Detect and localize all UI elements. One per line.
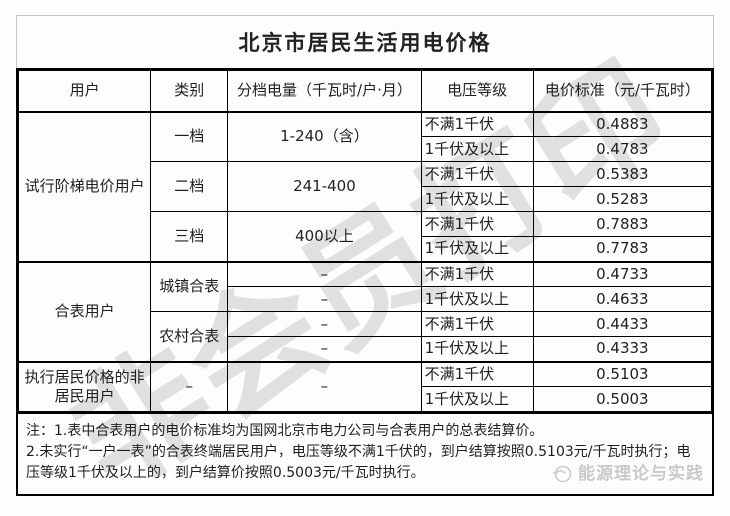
table-row: 农村合表 – 不满1千伏 0.4433 — [19, 311, 713, 362]
voltage-cell: 不满1千伏 — [420, 211, 534, 237]
user-cell: 执行居民价格的非居民用户 — [17, 360, 152, 412]
brand-logo-icon — [551, 464, 573, 484]
note-line: 2.未实行“一户一表”的合表终端居民用户，电压等级不满1千伏的，到户结算按照0.… — [26, 444, 691, 481]
quantity-cell: 241-400 — [227, 161, 422, 212]
table-row: 1千伏及以上 0.4783 — [19, 136, 713, 162]
quantity-cell: – — [227, 260, 422, 287]
price-cell: 0.5003 — [532, 386, 713, 412]
voltage-cell: 不满1千伏 — [420, 311, 534, 337]
voltage-cell: 不满1千伏 — [420, 161, 534, 187]
table-row: 二档 241-400 不满1千伏 0.5383 — [19, 161, 713, 212]
table-row: 1千伏及以上 0.5283 — [19, 186, 713, 212]
price-cell: 0.7883 — [532, 211, 713, 237]
quantity-cell: – — [227, 311, 422, 337]
price-cell: 0.5283 — [532, 186, 713, 212]
user-cell: 试行阶梯电价用户 — [17, 111, 152, 262]
quantity-cell: – — [227, 360, 422, 412]
voltage-cell: 1千伏及以上 — [420, 236, 534, 262]
voltage-cell: 1千伏及以上 — [420, 136, 534, 162]
brand-name: 能源理论与实践 — [578, 463, 704, 484]
price-cell: 0.4733 — [532, 260, 713, 287]
quantity-cell: 400以上 — [227, 211, 422, 262]
category-cell: 三档 — [150, 211, 229, 262]
voltage-cell: 1千伏及以上 — [420, 386, 534, 412]
price-cell: 0.4633 — [532, 286, 713, 312]
header-user: 用户 — [17, 70, 152, 113]
table-row: 试行阶梯电价用户 一档 1-240（含） 不满1千伏 0.4883 — [17, 111, 713, 262]
price-table-container: 用户 类别 分档电量（千瓦时/户·月） 电压等级 电价标准（元/千瓦时） 试行阶… — [16, 68, 714, 496]
page-title: 北京市居民生活用电价格 — [238, 31, 492, 55]
notes: 注：1.表中合表用户的电价标准均为国网北京市电力公司与合表用户的总表结算价。 2… — [18, 412, 712, 494]
price-cell: 0.4433 — [532, 311, 713, 337]
category-cell: 城镇合表 — [150, 260, 229, 312]
price-cell: 0.5383 — [532, 161, 713, 187]
header-price: 电价标准（元/千瓦时） — [532, 70, 713, 113]
table-row: 执行居民价格的非居民用户 – – 不满1千伏 0.5103 — [17, 360, 713, 412]
header-voltage: 电压等级 — [420, 70, 534, 113]
voltage-cell: 不满1千伏 — [420, 260, 534, 287]
brand-watermark: 能源理论与实践 — [551, 462, 704, 488]
user-cell: 合表用户 — [17, 260, 152, 362]
price-cell: 0.4783 — [532, 136, 713, 162]
price-table: 用户 类别 分档电量（千瓦时/户·月） 电压等级 电价标准（元/千瓦时） 试行阶… — [17, 70, 713, 412]
voltage-cell: 不满1千伏 — [420, 360, 534, 387]
header-category: 类别 — [150, 70, 229, 113]
header-row: 用户 类别 分档电量（千瓦时/户·月） 电压等级 电价标准（元/千瓦时） — [17, 70, 713, 113]
price-cell: 0.5103 — [532, 360, 713, 387]
quantity-cell: – — [227, 286, 422, 312]
table-row: 合表用户 城镇合表 – 不满1千伏 0.4733 — [17, 260, 713, 362]
voltage-cell: 1千伏及以上 — [420, 336, 534, 362]
price-cell: 0.4883 — [532, 111, 713, 137]
category-cell: 一档 — [150, 111, 229, 162]
quantity-cell: 1-240（含） — [227, 111, 422, 162]
table-row: – 1千伏及以上 0.4333 — [19, 336, 713, 362]
voltage-cell: 1千伏及以上 — [420, 286, 534, 312]
table-row: 三档 400以上 不满1千伏 0.7883 — [19, 211, 713, 262]
note-line: 注：1.表中合表用户的电价标准均为国网北京市电力公司与合表用户的总表结算价。 — [26, 423, 544, 439]
table-row: 1千伏及以上 0.5003 — [19, 386, 713, 412]
voltage-cell: 不满1千伏 — [420, 111, 534, 137]
category-cell: 二档 — [150, 161, 229, 212]
price-cell: 0.7783 — [532, 236, 713, 262]
voltage-cell: 1千伏及以上 — [420, 186, 534, 212]
title-box: 北京市居民生活用电价格 — [16, 15, 714, 68]
table-row: – 1千伏及以上 0.4633 — [19, 286, 713, 312]
category-cell: – — [150, 360, 229, 412]
table-row: 1千伏及以上 0.7783 — [19, 236, 713, 262]
header-quantity: 分档电量（千瓦时/户·月） — [227, 70, 422, 113]
category-cell: 农村合表 — [150, 311, 229, 362]
quantity-cell: – — [227, 336, 422, 362]
price-cell: 0.4333 — [532, 336, 713, 362]
